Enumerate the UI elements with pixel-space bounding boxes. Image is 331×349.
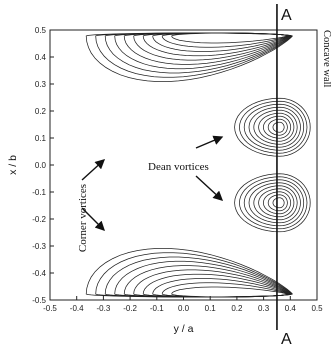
y-tick-label: -0.1: [32, 188, 46, 197]
section-label-bottom: A: [281, 331, 292, 348]
corner-vortex-contour: [171, 286, 288, 298]
y-tick-label: 0.1: [35, 134, 47, 143]
x-tick-label: 0.3: [258, 304, 270, 313]
y-tick-label: 0.4: [35, 53, 47, 62]
dean-vortex-contour: [234, 97, 311, 157]
y-tick-label: 0.0: [35, 161, 47, 170]
corner-vortex-contour: [104, 32, 292, 74]
x-tick-label: 0.0: [178, 304, 190, 313]
dean-vortex-contour: [248, 182, 301, 224]
dean-vortex-contour: [258, 188, 295, 218]
x-tick-label: -0.3: [97, 304, 111, 313]
dean-vortex-contour: [263, 191, 292, 215]
corner-vortex-contour: [104, 256, 292, 298]
dean-vortex-contour: [258, 112, 295, 142]
x-tick-label: -0.5: [43, 304, 57, 313]
y-tick-label: 0.2: [35, 107, 47, 116]
dean-vortices-label: Dean vortices: [148, 161, 209, 173]
x-axis: -0.5 -0.4 -0.3 -0.2 -0.1 0.0 0.1 0.2 0.3 0.4 0.5: [43, 296, 323, 313]
annotation-arrows: [81, 135, 224, 231]
y-tick-label: -0.4: [32, 269, 46, 278]
corner-vortices-label: Corner vortices: [77, 184, 89, 252]
corner-vortex-contour: [133, 269, 291, 298]
arrow-dean-upper: [195, 135, 224, 149]
dean-vortex-contour: [239, 100, 308, 154]
x-tick-label: -0.1: [150, 304, 164, 313]
y-tick-label: 0.3: [35, 80, 47, 89]
x-tick-label: -0.4: [70, 304, 84, 313]
arrow-corner-lower: [81, 207, 105, 231]
dean-vortex-contour: [267, 118, 288, 136]
corner-vortex-contour: [171, 32, 288, 44]
arrow-dean-lower: [195, 175, 224, 201]
dean-vortex-contour: [243, 179, 305, 227]
x-tick-label: 0.4: [285, 304, 297, 313]
dean-vortex-contour: [272, 121, 285, 133]
corner-vortex-contour: [95, 252, 293, 298]
concave-wall-label: Concave wall: [321, 30, 331, 88]
dean-vortex-contour: [267, 194, 288, 212]
dean-vortex-contour: [243, 103, 305, 151]
corner-vortex-contour: [95, 32, 293, 78]
arrow-corner-upper: [81, 159, 106, 181]
x-tick-label: -0.2: [123, 304, 137, 313]
x-tick-label: 0.1: [205, 304, 217, 313]
contour-lines: [85, 32, 311, 298]
dean-vortex-contour: [239, 176, 308, 230]
y-tick-label: -0.3: [32, 242, 46, 251]
y-axis-label: x / b: [7, 155, 19, 175]
y-tick-label: -0.5: [32, 296, 46, 305]
y-axis: 0.5 0.4 0.3 0.2 0.1 0.0 -0.1 -0.2 -0.3 -0.4 -0.5: [32, 26, 54, 305]
dean-vortex-contour: [253, 185, 298, 221]
x-tick-label: 0.5: [311, 304, 323, 313]
dean-vortex-contour: [248, 106, 301, 148]
dean-vortex-contour: [272, 197, 285, 209]
dean-vortex-contour: [234, 173, 311, 233]
x-axis-label: y / a: [174, 323, 194, 335]
dean-vortex-contour: [253, 109, 298, 145]
y-tick-label: 0.5: [35, 26, 47, 35]
x-tick-label: 0.2: [231, 304, 243, 313]
section-label-top: A: [281, 7, 292, 24]
y-tick-label: -0.2: [32, 215, 46, 224]
dean-vortex-contour: [263, 115, 292, 139]
corner-vortex-contour: [133, 32, 291, 61]
